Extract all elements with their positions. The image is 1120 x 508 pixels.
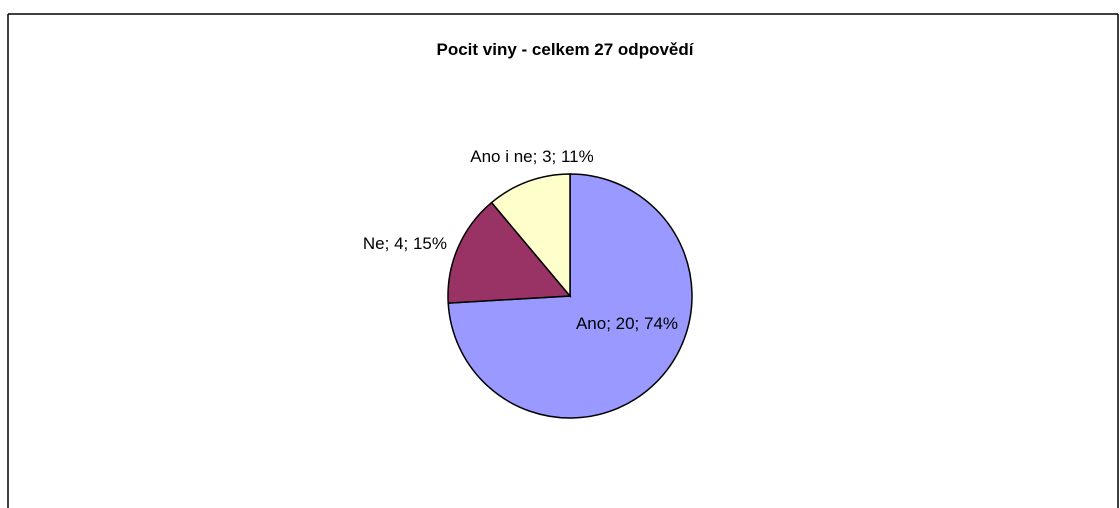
data-label: Ano; 20; 74%	[575, 314, 679, 333]
chart-title: Pocit viny - celkem 27 odpovědí	[436, 40, 694, 59]
pie-slice	[447, 201, 572, 304]
data-label: Ne; 4; 15%	[362, 234, 447, 253]
data-label: Ano i ne; 3; 11%	[470, 147, 594, 166]
pie-slice	[490, 173, 571, 299]
